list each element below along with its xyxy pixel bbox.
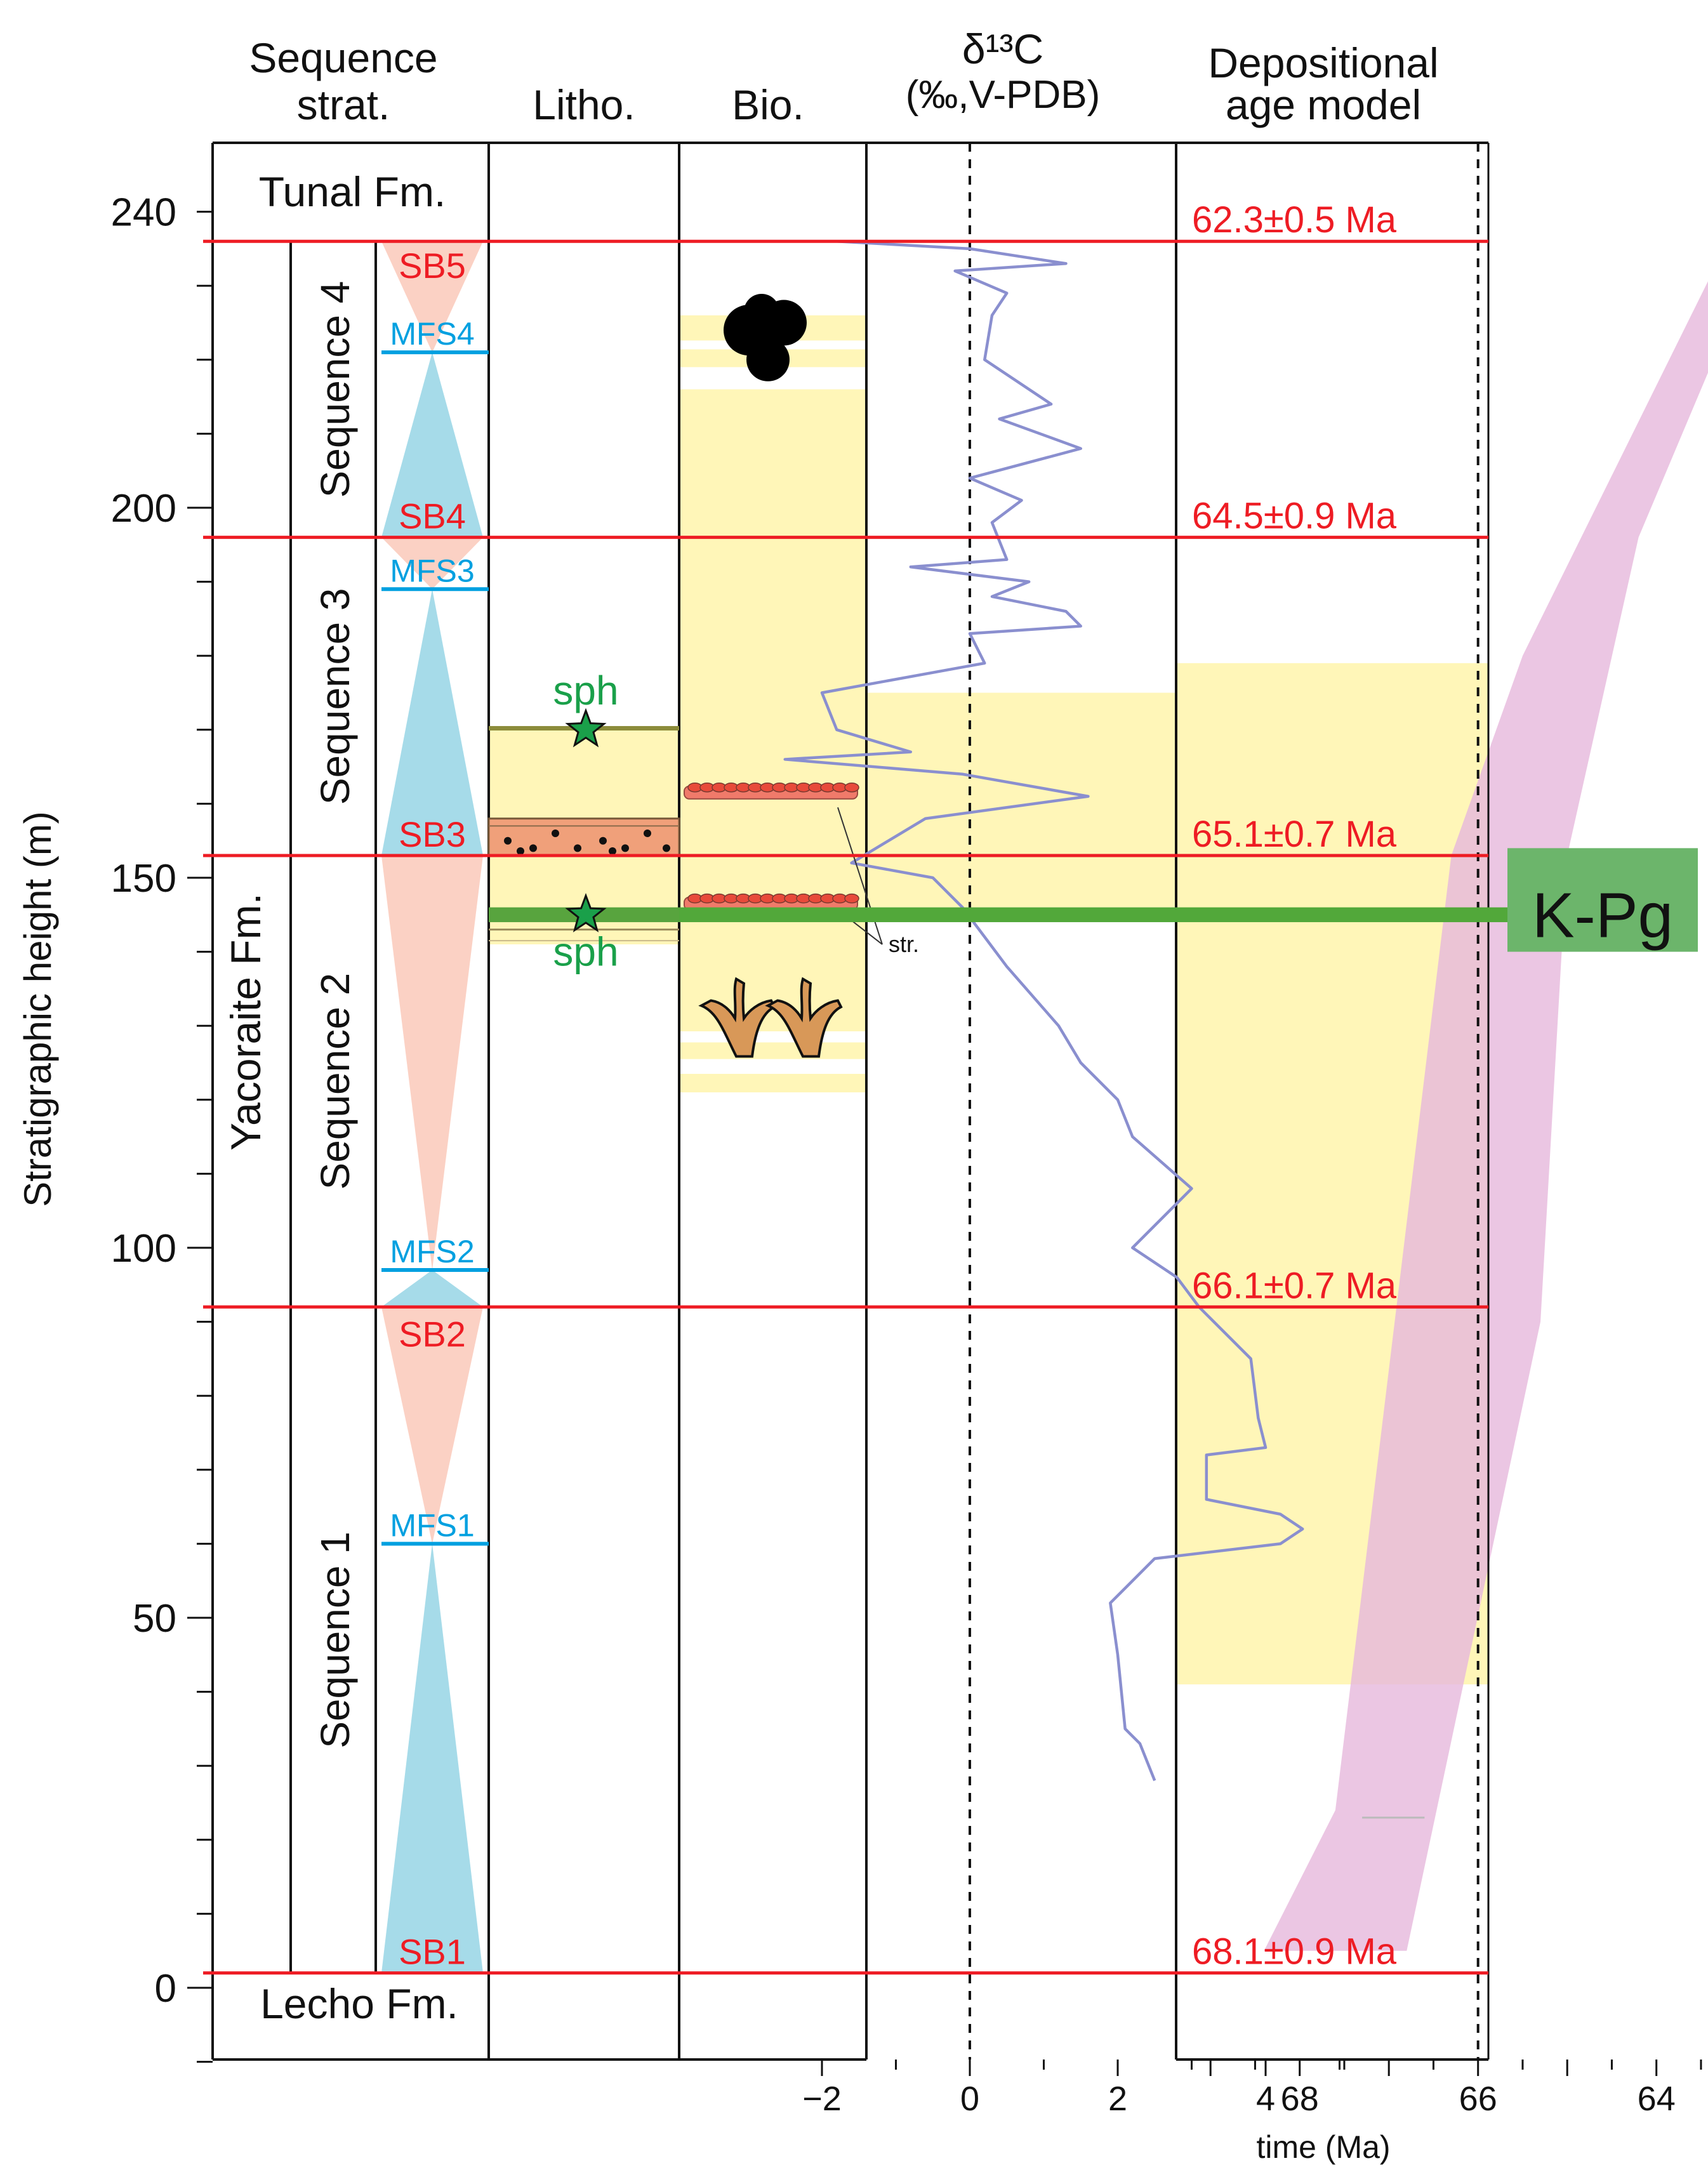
age-label: 66.1±0.7 Ma [1192, 1265, 1397, 1306]
stromatolite-bump [844, 782, 859, 793]
stromatolite-bump [844, 893, 859, 904]
kpg-line [679, 907, 1511, 922]
age-label: 68.1±0.9 Ma [1192, 1931, 1397, 1973]
litho-column: sph sph [487, 668, 680, 974]
formation-bottom-label: Lecho Fm. [260, 1980, 458, 2027]
d13c-yellow-band [866, 692, 1176, 908]
transgressive-wedge-3 [381, 589, 483, 856]
sb-label: SB4 [399, 496, 466, 536]
age-labels: 62.3±0.5 Ma 64.5±0.9 Ma 65.1±0.7 Ma 66.1±0.… [1192, 199, 1397, 1972]
age-tick-label: 64 [1638, 2080, 1676, 2118]
pebble-dot [609, 847, 616, 856]
age-label: 64.5±0.9 Ma [1192, 496, 1397, 537]
d13c-series-line [783, 239, 1304, 1782]
header-litho: Litho. [533, 81, 635, 128]
d13c-tick-label: 2 [1108, 2080, 1127, 2118]
systems-tract-wedges [381, 241, 483, 1973]
sequence-label: Sequence 4 [312, 281, 358, 498]
fossil-cluster-icon [746, 338, 790, 381]
sequence-boundaries [203, 239, 1488, 1975]
formation-top-label: Tunal Fm. [259, 168, 446, 215]
header-d13c: δ¹³C [962, 25, 1043, 72]
sb-label: SB2 [399, 1314, 466, 1354]
age-model-uncertainty-band [1264, 281, 1708, 1951]
pebble-dot [621, 844, 629, 852]
header-bio: Bio. [732, 81, 804, 128]
y-tick-label: 150 [111, 857, 176, 901]
regressive-wedge-3 [381, 537, 483, 590]
footprint-icon [765, 977, 843, 1058]
formation-main-label: Yacoraite Fm. [222, 893, 269, 1151]
sequence-label: Sequence 3 [312, 588, 358, 805]
age-axis-label: time (Ma) [1256, 2129, 1390, 2165]
sequence-labels: Sequence 1 Sequence 2 Sequence 3 Sequence 4 [312, 281, 358, 1749]
regressive-wedge-4 [381, 241, 483, 353]
kpg-label: K-Pg [1532, 880, 1673, 951]
spherule-star-icon [565, 708, 607, 748]
transgressive-wedge-1 [381, 1544, 483, 1973]
header-d13c-units: (‰,V-PDB) [906, 73, 1101, 117]
str-label: str. [889, 931, 919, 957]
y-axis-label: Stratigraphic height (m) [17, 811, 59, 1207]
y-tick-label: 200 [111, 487, 176, 531]
sb-label: SB3 [399, 814, 466, 854]
pebble-dot [529, 844, 537, 852]
pebble-dot [599, 836, 607, 845]
age-label: 62.3±0.5 Ma [1192, 199, 1397, 241]
bio-column: str. [684, 294, 919, 1058]
sb-labels: SB1 SB2 SB3 SB4 SB5 MFS1 MFS2 MFS3 MFS4 [390, 246, 474, 1971]
spherule-star-icon [565, 893, 607, 933]
sequence-label: Sequence 1 [312, 1531, 358, 1749]
d13c-tick-label: −2 [802, 2080, 842, 2118]
bio-white-stripe [679, 1031, 866, 1043]
mfs-label: MFS1 [390, 1507, 474, 1543]
pebble-dot [644, 830, 651, 838]
x-axes: −2 0 2 4 68 66 64 [802, 2058, 1702, 2118]
y-axis-ticks: 0 50 100 150 200 240 [111, 191, 213, 2063]
mfs-label: MFS3 [390, 553, 474, 588]
header-sequence-strat-2: strat. [297, 81, 390, 128]
regressive-wedge-2 [381, 856, 483, 1270]
pebble-dot [504, 836, 512, 845]
y-tick-label: 50 [133, 1597, 176, 1641]
kpg-boundary: K-Pg [679, 848, 1698, 952]
d13c-curve [783, 239, 1304, 1782]
bio-white-stripe [679, 376, 866, 388]
bio-yellow-band [679, 389, 866, 1093]
regressive-wedge-1 [381, 1307, 483, 1544]
sequence-label: Sequence 2 [312, 973, 358, 1190]
age-label: 65.1±0.7 Ma [1192, 814, 1397, 855]
header-age-model: Depositional [1208, 39, 1438, 86]
pebble-dot [517, 847, 524, 856]
y-tick-label: 100 [111, 1227, 176, 1271]
fossil-cluster-icon [744, 294, 779, 330]
pebble-dot [663, 844, 670, 852]
header-sequence-strat: Sequence [249, 34, 437, 81]
sph-label: sph [553, 929, 618, 974]
d13c-tick-label: 4 [1256, 2080, 1275, 2118]
age-tick-label: 66 [1459, 2080, 1497, 2118]
transgressive-wedge-2 [381, 1269, 483, 1307]
y-tick-label: 240 [111, 191, 176, 235]
column-frame [211, 142, 1490, 2061]
pebble-dot [552, 830, 559, 838]
mfs-label: MFS2 [390, 1234, 474, 1269]
header-age-model-2: age model [1226, 81, 1421, 128]
age-tick-label: 68 [1281, 2080, 1319, 2118]
age-model-band [1264, 281, 1708, 1951]
mfs-label: MFS4 [390, 316, 474, 352]
sph-label: sph [553, 668, 618, 713]
transgressive-wedge-4 [381, 352, 483, 538]
sb-label: SB1 [399, 1932, 466, 1972]
bio-white-stripe [679, 1059, 866, 1074]
d13c-tick-label: 0 [960, 2080, 979, 2118]
kpg-box [1507, 848, 1698, 952]
pebble-dot [574, 844, 581, 852]
y-tick-label: 0 [155, 1967, 176, 2011]
sb-label: SB5 [399, 246, 466, 286]
